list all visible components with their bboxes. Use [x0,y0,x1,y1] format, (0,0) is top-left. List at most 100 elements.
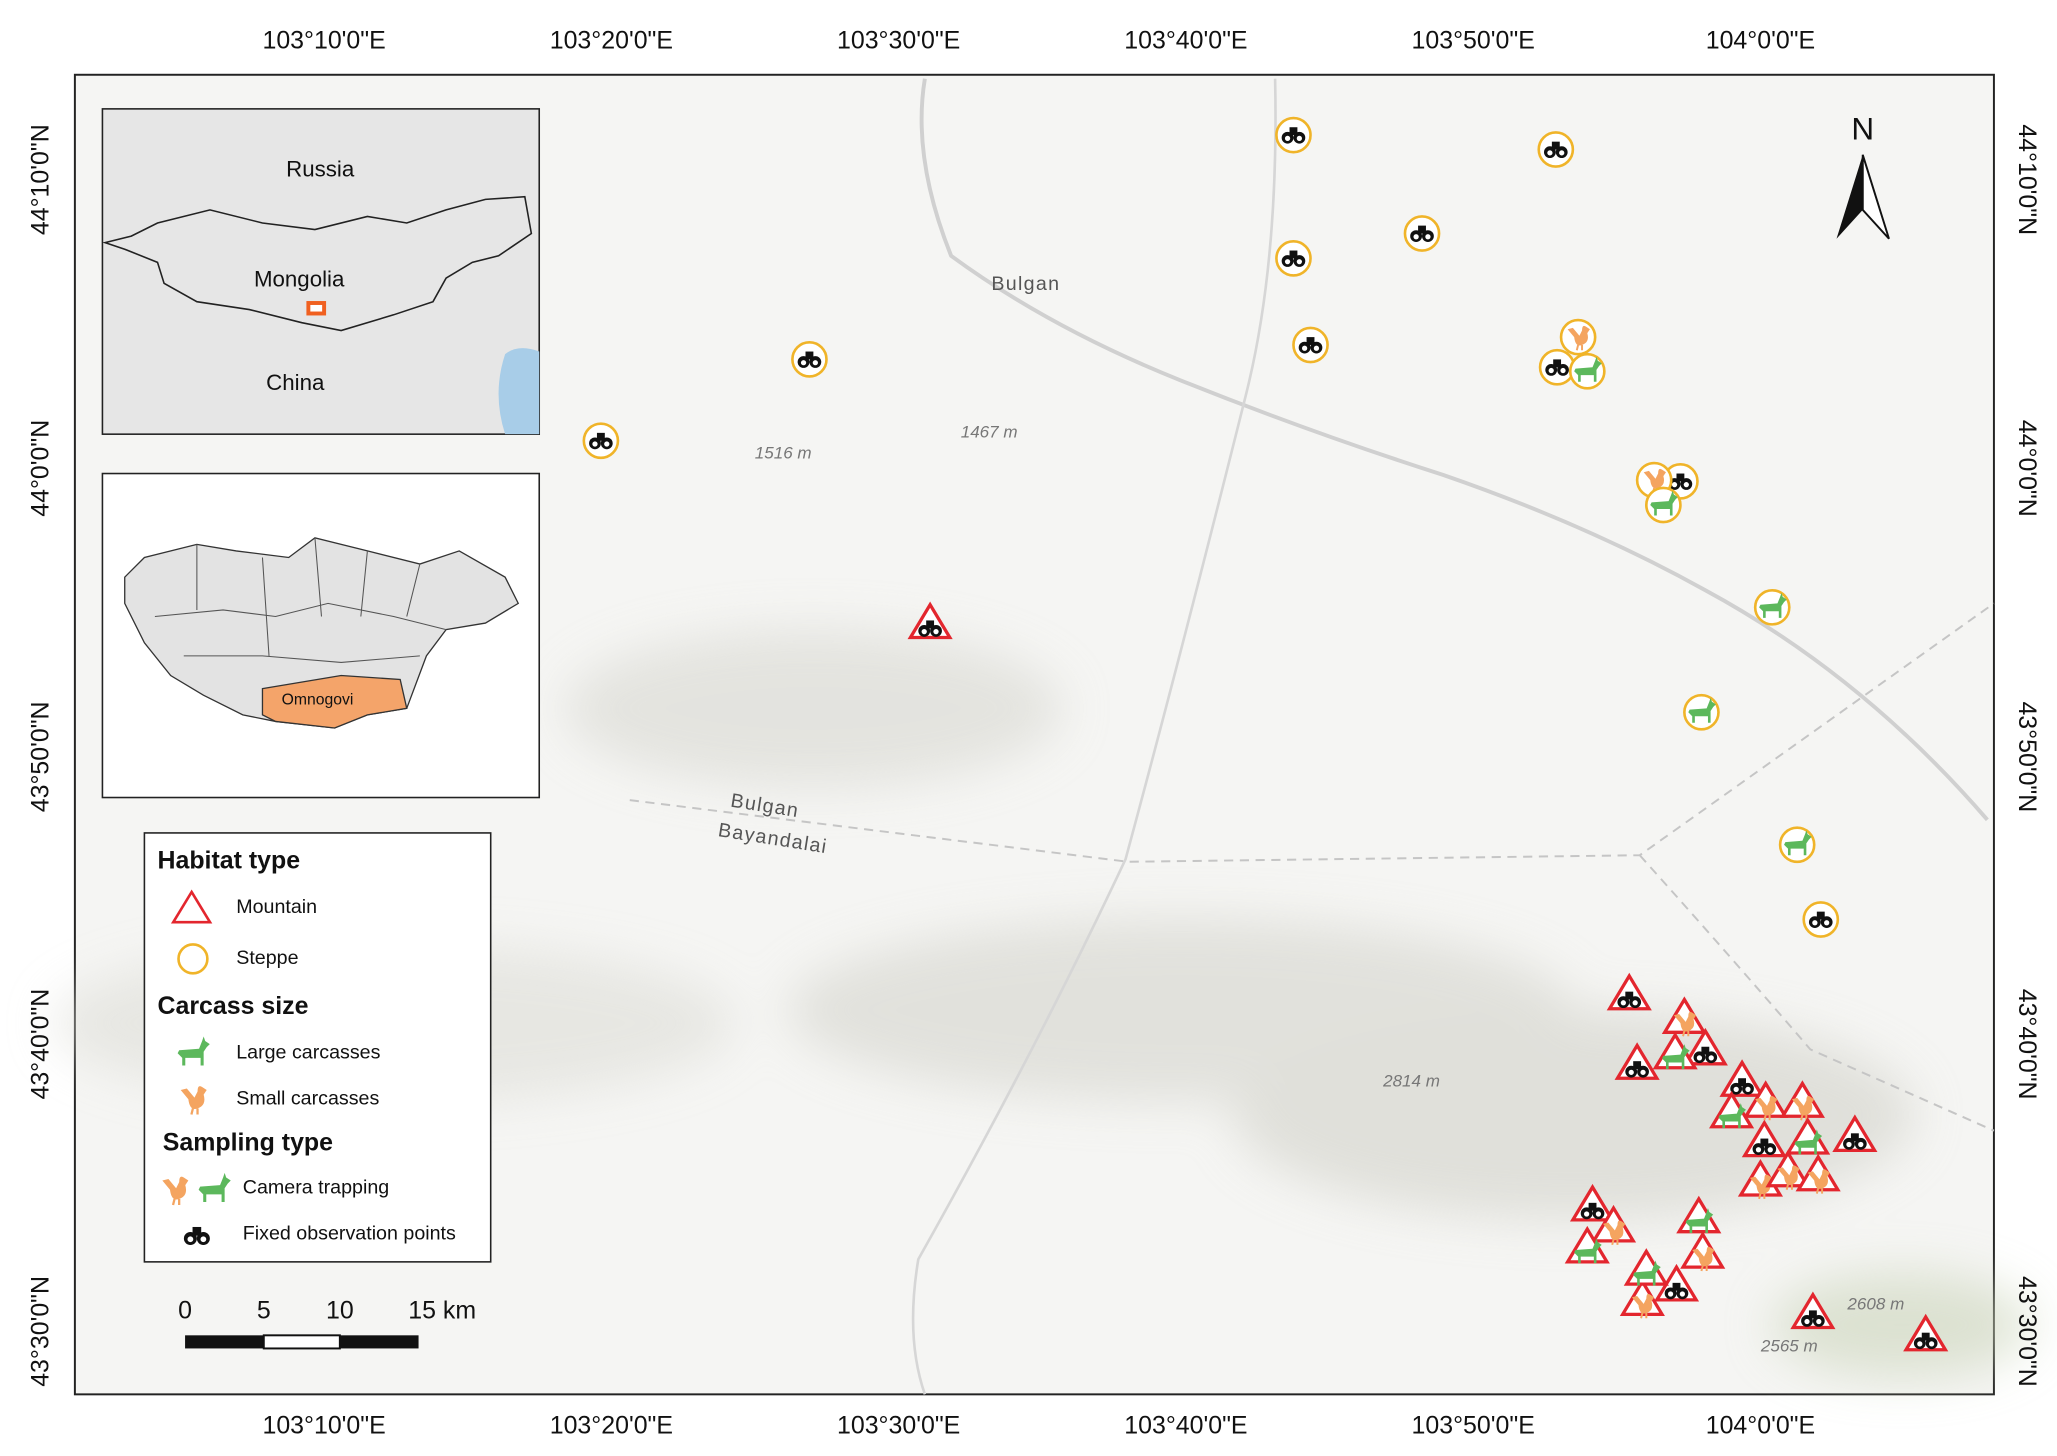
legend: Habitat type Mountain Steppe Carcass siz… [143,832,492,1263]
site [1832,1114,1878,1153]
legend-heading: Habitat type [158,846,301,874]
site [1903,1313,1949,1352]
site [791,341,828,378]
site-markers [582,116,1949,1352]
site [1785,1117,1831,1155]
road [919,78,1989,822]
site [1590,1204,1637,1246]
arrow-left [1836,154,1863,239]
north-arrow: N [1836,111,1890,240]
site [1403,215,1441,252]
legend-heading: Carcass size [158,992,309,1020]
site [1619,1278,1665,1320]
legend-heading: Sampling type [163,1128,333,1156]
site [1568,352,1606,390]
steppe-symbol [1275,240,1312,277]
elevation-label: 1467 m [961,422,1018,441]
legend-swatch [177,943,209,975]
longitude-label: 103°10'0"E [262,27,385,55]
site [1743,1080,1789,1122]
site [1790,1291,1836,1330]
longitude-label: 104°0'0"E [1706,1412,1815,1440]
latitude-label: 43°40'0"N [2013,989,2041,1100]
latitude-label: 44°0'0"N [27,420,55,517]
site [1795,1153,1841,1195]
longitude-label: 103°50'0"E [1412,1412,1535,1440]
study-area [306,301,327,316]
longitude-label: 103°10'0"E [262,1412,385,1440]
site [1680,1231,1726,1273]
province-highlight [261,674,408,729]
road [911,78,1277,1395]
longitude-label: 103°20'0"E [550,27,673,55]
site [1645,486,1682,524]
site [907,601,953,640]
longitude-label: 103°40'0"E [1124,27,1247,55]
longitude-label: 103°50'0"E [1412,27,1535,55]
latitude-label: 43°30'0"N [2013,1276,2041,1387]
latitude-label: 43°50'0"N [2013,701,2041,812]
site [1606,972,1652,1011]
site [1569,1183,1616,1222]
legend-label: Steppe [236,947,298,969]
legend-label: Fixed observation points [243,1223,456,1245]
elevation-label: 2814 m [1382,1072,1440,1091]
site [1537,131,1575,168]
site [1741,1119,1787,1158]
country-outline [124,537,520,729]
scale-segment [339,1335,419,1349]
site [1559,318,1597,356]
arrow-right [1861,154,1890,240]
scale-bar: 0 5 10 15 km [178,1296,476,1350]
scale-label: 15 km [408,1296,476,1324]
place-label: Bulgan [991,273,1060,295]
site [1538,348,1576,386]
legend-swatch [170,889,213,924]
latitude-label: 44°0'0"N [2013,420,2041,517]
site [1275,116,1312,154]
site [1719,1059,1765,1097]
inset-country: Russia Mongolia China [101,108,541,435]
site [1275,240,1312,277]
longitude-label: 103°40'0"E [1124,1412,1247,1440]
scale-label: 0 [178,1296,192,1324]
country-label: Russia [286,156,355,181]
legend-label: Large carcasses [236,1042,380,1064]
site [1292,326,1329,364]
longitude-label: 103°30'0"E [837,27,960,55]
scale-label: 5 [257,1296,271,1324]
country-outline [102,195,533,332]
water [498,348,540,435]
elevation-label: 2565 m [1760,1337,1818,1356]
province-label: Omnogovi [282,692,354,709]
site [1682,1027,1728,1066]
boundary [629,602,1995,1132]
longitude-label: 104°0'0"E [1706,27,1815,55]
longitude-label: 103°20'0"E [550,1412,673,1440]
site [582,422,620,460]
latitude-label: 44°10'0"N [27,124,55,235]
site [1623,1248,1669,1286]
site [1802,901,1840,938]
legend-label: Mountain [236,896,317,918]
latitude-label: 44°10'0"N [2013,124,2041,235]
legend-label: Small carcasses [236,1087,379,1109]
site [1676,1195,1722,1234]
site [1661,996,1707,1038]
site [1683,693,1720,731]
latitude-label: 43°50'0"N [27,701,55,812]
site [1765,1149,1811,1191]
longitude-label: 103°30'0"E [837,1412,960,1440]
site [1614,1042,1660,1080]
site [1779,1080,1825,1122]
site [1753,588,1791,626]
site [1778,826,1816,864]
site [1564,1225,1610,1264]
legend-label: Camera trapping [243,1177,389,1199]
latitude-label: 43°30'0"N [27,1276,55,1387]
steppe-symbol [1537,131,1575,168]
elevation-label: 1516 m [755,443,812,462]
north-label: N [1851,111,1874,146]
